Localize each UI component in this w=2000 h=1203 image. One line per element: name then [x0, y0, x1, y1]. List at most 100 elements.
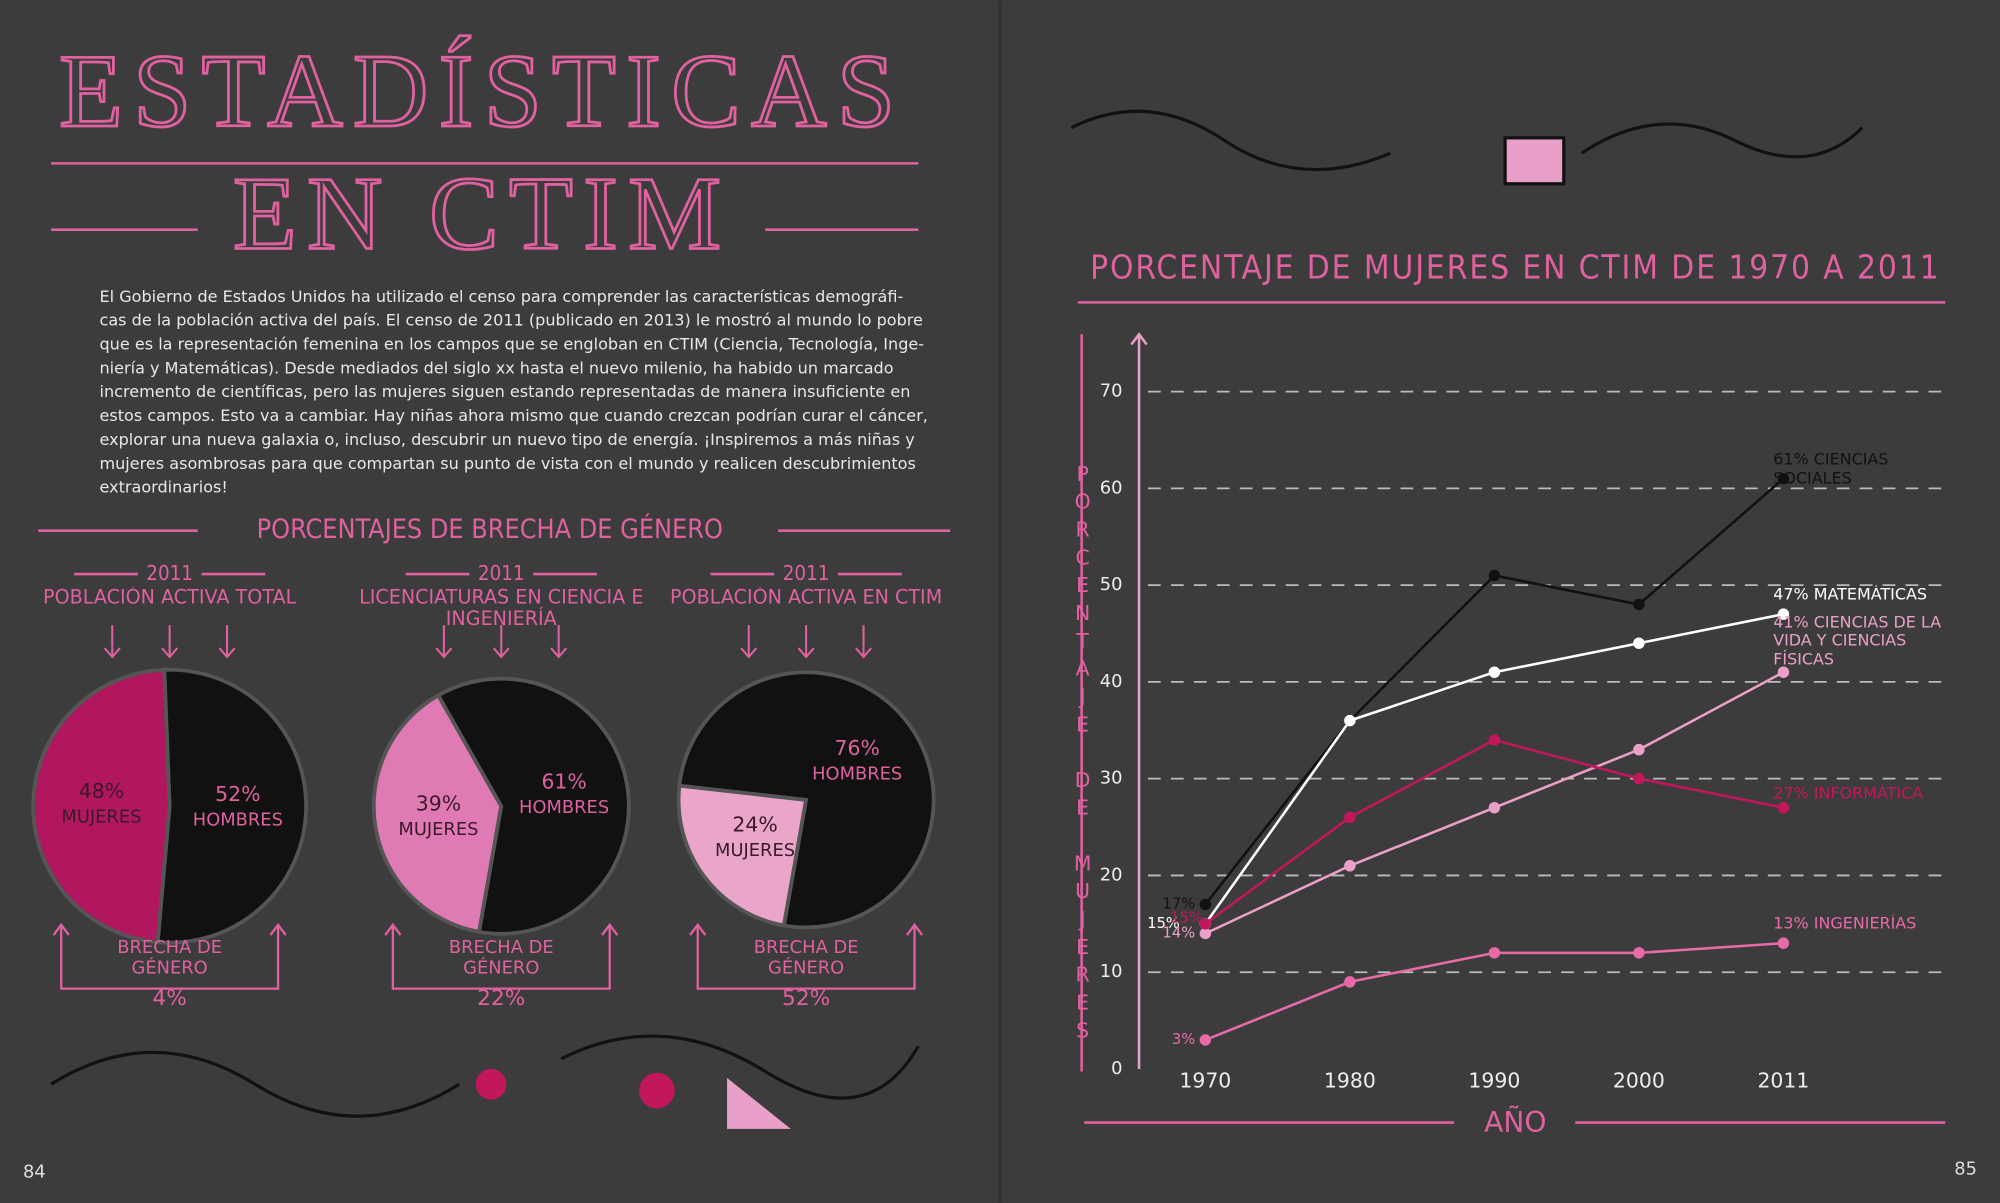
pie-slice — [371, 692, 504, 935]
label-part: POBLACIÓN ACTIVA TOTAL — [43, 586, 297, 609]
value-label: 17% — [1163, 895, 1196, 912]
y-tick-label: 0 — [1111, 1058, 1122, 1079]
pie-year: 2011 — [478, 561, 525, 585]
x-tick-label: 2011 — [1757, 1069, 1809, 1093]
title-line: ESTADÍSTICAS — [59, 33, 905, 149]
pie-value-label: 52% — [215, 782, 260, 806]
gap-bracket — [52, 922, 287, 990]
point — [1344, 811, 1356, 824]
gap-label: 4% — [152, 986, 186, 1011]
y-tick-label: 40 — [1100, 671, 1123, 692]
series-label: 27% INFORMÁTICA — [1773, 785, 1945, 803]
arrow — [103, 625, 121, 659]
point — [1633, 772, 1645, 785]
pie-subtitle: LICENCIATURAS EN CIENCIA E INGENIERÍA — [359, 586, 644, 631]
gap-bracket — [689, 922, 924, 990]
pie-year: 2011 — [783, 561, 830, 585]
series-label: 13% INGENIERÍAS — [1773, 915, 1945, 933]
point — [1633, 743, 1645, 756]
page-number: 84 — [23, 1161, 46, 1182]
series-label: 27% INFORMÁTICA — [1773, 785, 1945, 803]
point — [1488, 734, 1501, 746]
point — [1199, 918, 1212, 930]
icon — [727, 1077, 791, 1129]
series-label: 61% CIENCIAS SOCIALES — [1773, 451, 1945, 488]
pie-year: 2011 — [146, 561, 193, 585]
chart-title: PORCENTAJE DE MUJERES EN CTIM DE 1970 A … — [1090, 248, 1940, 287]
point — [1488, 801, 1501, 814]
pie-category-label: MUJERES — [398, 819, 478, 840]
label-part: CIENCIAS DE LA VIDA Y CIENCIAS FÍSICAS — [1773, 613, 1942, 669]
point — [1777, 937, 1790, 949]
gap-annotation: BRECHA DE GÉNERO — [425, 938, 578, 979]
pie-category-label: HOMBRES — [812, 763, 902, 784]
label-part: CIENCIAS SOCIALES — [1773, 450, 1889, 487]
pie-subtitle: POBLACIÓN ACTIVA TOTAL — [23, 587, 316, 609]
title-line: EN CTIM — [233, 156, 731, 272]
gap-annotation: BRECHA DE GÉNERO — [93, 938, 246, 979]
label-part: BRECHA DE GÉNERO — [753, 937, 859, 979]
label-part: 41% — [1773, 613, 1809, 632]
arrow — [218, 625, 236, 659]
arrow — [740, 625, 758, 659]
x-tick-label: 2000 — [1613, 1069, 1665, 1093]
pie-slice — [676, 783, 809, 928]
intro-line: mujeres asombrosas para que compartan su… — [99, 454, 915, 473]
series-label: 47% MATEMÁTICAS — [1773, 586, 1928, 604]
y-tick-label: 60 — [1100, 477, 1123, 498]
label-part: BRECHA DE GÉNERO — [448, 937, 554, 979]
vine — [1580, 122, 1864, 159]
pie-subtitle: POBLACIÓN ACTIVA EN CTIM — [659, 587, 952, 609]
icon — [475, 1068, 507, 1100]
value-label: 14% — [1163, 924, 1196, 941]
arrow — [435, 625, 453, 659]
arrow — [161, 625, 179, 659]
label-part: INGENIERÍAS — [1813, 915, 1917, 933]
y-tick-label: 30 — [1100, 768, 1123, 789]
gap-annotation: BRECHA DE GÉNERO — [730, 938, 883, 979]
pie-category-label: HOMBRES — [193, 810, 283, 831]
point — [1344, 714, 1356, 727]
pie-subtitle: POBLACIÓN ACTIVA EN CTIM — [659, 587, 952, 609]
x-axis-label: AÑO — [1484, 1106, 1546, 1139]
label-part: 61% — [1773, 450, 1809, 469]
label-part: INFORMÁTICA — [1813, 784, 1924, 803]
section-title: PORCENTAJES DE BRECHA DE GÉNERO — [257, 513, 723, 545]
value-label: 15% — [1170, 910, 1203, 927]
gap-label: 22% — [477, 986, 525, 1011]
label-part: POBLACIÓN ACTIVA EN CTIM — [670, 586, 943, 609]
point — [1488, 947, 1501, 959]
gap-annotation: BRECHA DE GÉNERO — [93, 938, 246, 979]
value-label: 3% — [1172, 1031, 1195, 1048]
label-part: MATEMÁTICAS — [1813, 586, 1928, 604]
pie-category-label: MUJERES — [61, 806, 141, 827]
icon — [639, 1072, 675, 1109]
value-label: 15% — [1147, 915, 1180, 932]
y-tick-label: 20 — [1100, 864, 1123, 885]
decoration — [50, 109, 1864, 1129]
pie-slice — [435, 676, 631, 936]
point — [1633, 947, 1645, 959]
label-part: BRECHA DE GÉNERO — [117, 937, 223, 979]
y-tick-label: 10 — [1100, 961, 1123, 982]
pie-slice — [31, 667, 172, 945]
x-tick-label: 1980 — [1324, 1069, 1376, 1093]
series-label: 41% CIENCIAS DE LA VIDA Y CIENCIAS FÍSICA… — [1773, 614, 1945, 669]
intro-line: incremento de científicas, pero las muje… — [99, 382, 910, 401]
point — [1199, 1034, 1212, 1046]
point — [1777, 801, 1790, 814]
page-number: 85 — [1954, 1159, 1977, 1180]
label-part: LICENCIATURAS EN CIENCIA E INGENIERÍA — [359, 586, 644, 631]
pie-value-label: 39% — [416, 791, 461, 815]
point — [1633, 637, 1645, 649]
arrow — [550, 625, 568, 659]
pie-value-label: 24% — [732, 812, 777, 836]
series-label: 41% CIENCIAS DE LA VIDA Y CIENCIAS FÍSICA… — [1773, 614, 1945, 669]
y-tick-label: 50 — [1100, 574, 1123, 595]
series-label: 61% CIENCIAS SOCIALES — [1773, 451, 1945, 488]
pie-value-label: 48% — [79, 779, 124, 803]
gap-annotation: BRECHA DE GÉNERO — [425, 938, 578, 979]
pie-category-label: HOMBRES — [519, 797, 609, 818]
series-label: 13% INGENIERÍAS — [1773, 915, 1945, 933]
pie-value-label: 76% — [835, 736, 880, 760]
